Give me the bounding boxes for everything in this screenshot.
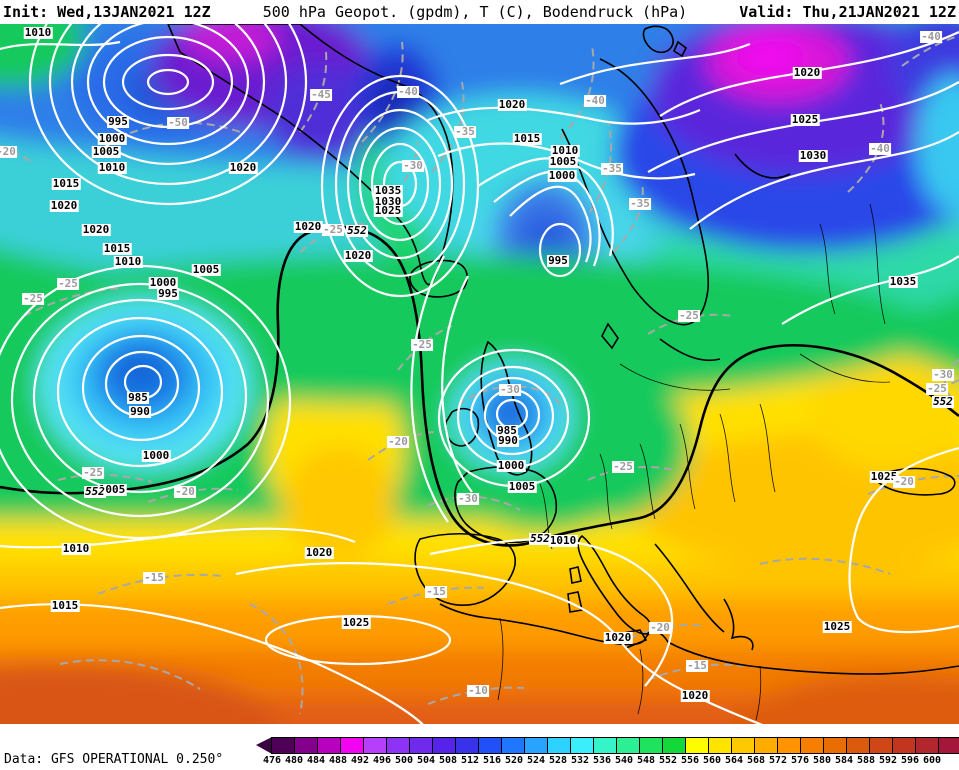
colorbar-segment [363,737,387,754]
colorbar-segment [754,737,778,754]
colorbar-segment [271,737,295,754]
colorbar-segment [685,737,709,754]
colorbar-tick-label: 572 [768,755,788,766]
colorbar-tick-label: 600 [922,755,942,766]
colorbar-segment [846,737,870,754]
colorbar-segment [915,737,939,754]
colorbar-tick-label: 536 [592,755,612,766]
colorbar-segment [800,737,824,754]
colorbar-tick-label: 488 [328,755,348,766]
product-title: 500 hPa Geopot. (gpdm), T (C), Bodendruc… [262,3,688,21]
colorbar-tick-label: 508 [438,755,458,766]
colorbar-segment [823,737,847,754]
colorbar-tick-label: 548 [636,755,656,766]
colorbar-segment [662,737,686,754]
colorbar-scale-labels: 476 480 484 488 492 496 500 504 508 512 516 520 524 5… [256,754,959,767]
colorbar-tick-label: 588 [856,755,876,766]
weather-map: 1010 995 1000 1005 1010 1015 1020 1020 1020 1015 1… [0,24,959,724]
colorbar-tick-label: 580 [812,755,832,766]
colorbar-segment [340,737,364,754]
colorbar-segment [501,737,525,754]
colorbar-tick-label: 500 [394,755,414,766]
colorbar-segment [570,737,594,754]
colorbar-tick-label: 568 [746,755,766,766]
colorbar-segment [938,737,959,754]
colorbar-segment [869,737,893,754]
colorbar-tick-label: 484 [306,755,326,766]
colorbar-segment [731,737,755,754]
colorbar-segment [616,737,640,754]
colorbar-segment [892,737,916,754]
colorbar-tick-label: 592 [878,755,898,766]
geopotential-colorbar: 476 480 484 488 492 496 500 504 508 512 516 520 524 5… [256,737,959,769]
colorbar-segment [777,737,801,754]
colorbar-tick-label: 576 [790,755,810,766]
colorbar-tick-label: 560 [702,755,722,766]
colorbar-segments [271,737,959,754]
colorbar-tick-label: 504 [416,755,436,766]
colorbar-segment [294,737,318,754]
colorbar-tick-label: 520 [504,755,524,766]
colorbar-tick-label: 556 [680,755,700,766]
footer: Data: GFS OPERATIONAL 0.250° (C) Wetterz… [0,724,959,770]
data-source-line: Data: GFS OPERATIONAL 0.250° [4,752,224,767]
colorbar-tick-label: 524 [526,755,546,766]
colorbar-segment [455,737,479,754]
colorbar-tick-label: 564 [724,755,744,766]
colorbar-tick-label: 540 [614,755,634,766]
colorbar-segment [386,737,410,754]
colorbar-tick-label: 512 [460,755,480,766]
height-552-line [0,225,959,547]
colorbar-tick-label: 532 [570,755,590,766]
colorbar-segment [317,737,341,754]
colorbar-left-arrow [256,737,272,754]
init-time: Init: Wed,13JAN2021 12Z [3,3,211,21]
colorbar-tick-label: 596 [900,755,920,766]
colorbar-segment [432,737,456,754]
colorbar-segment [547,737,571,754]
colorbar-segment [524,737,548,754]
colorbar-segment [478,737,502,754]
colorbar-segment [708,737,732,754]
colorbar-segment [409,737,433,754]
valid-time: Valid: Thu,21JAN2021 12Z [739,3,956,21]
colorbar-segment [593,737,617,754]
colorbar-tick-label: 480 [284,755,304,766]
credits-block: Data: GFS OPERATIONAL 0.250° (C) Wetterz… [4,725,223,770]
colorbar-tick-label: 492 [350,755,370,766]
colorbar-tick-label: 552 [658,755,678,766]
colorbar-segment [639,737,663,754]
colorbar-tick-label: 496 [372,755,392,766]
title-bar: Init: Wed,13JAN2021 12Z 500 hPa Geopot. … [0,0,959,24]
colorbar-tick-label: 584 [834,755,854,766]
colorbar-tick-label: 476 [262,755,282,766]
colorbar-tick-label: 516 [482,755,502,766]
map-canvas [0,24,959,724]
colorbar-tick-label: 528 [548,755,568,766]
